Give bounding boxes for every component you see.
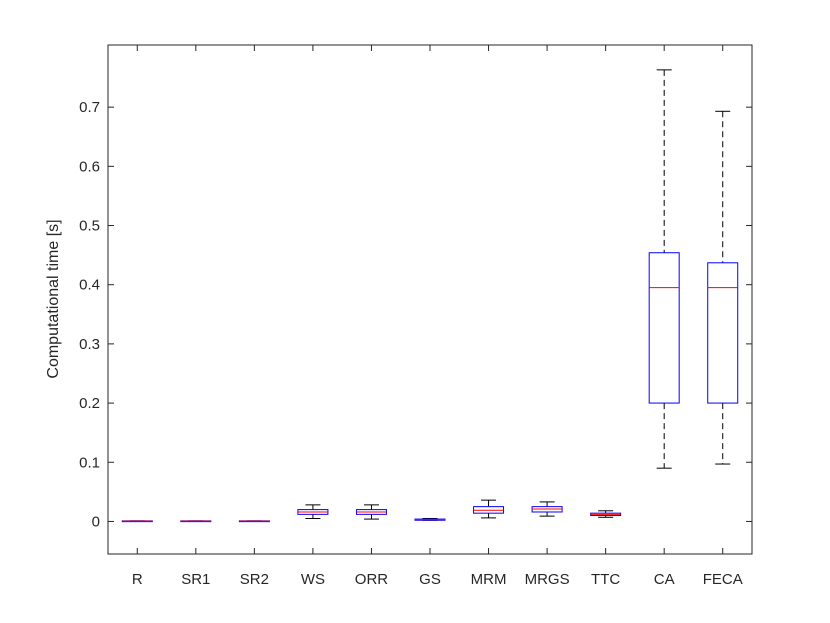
box-feca [707, 110, 739, 465]
y-tick-label: 0.7 [79, 99, 100, 116]
y-tick-label: 0.2 [79, 395, 100, 412]
iqr-box [648, 252, 680, 404]
box-orr [355, 504, 387, 520]
box-mrgs [531, 501, 563, 517]
x-tick-label: TTC [591, 571, 620, 588]
x-tick-label: SR1 [181, 571, 210, 588]
y-axis-label: Computational time [s] [45, 219, 62, 378]
box-gs [414, 517, 446, 521]
x-tick-label: MRM [471, 571, 507, 588]
y-tick-label: 0.5 [79, 218, 100, 235]
y-tick-label: 0 [92, 513, 100, 530]
x-tick-label: SR2 [240, 571, 269, 588]
x-tick-label: FECA [703, 571, 743, 588]
box-r [121, 520, 153, 523]
box-ca [648, 69, 680, 469]
y-tick-label: 0.4 [79, 277, 100, 294]
x-tick-label: R [132, 571, 143, 588]
axes-layer: 0 0.1 0.2 0.3 0.4 0.5 0.6 0.7 R SR1 SR2 WS ORR GS MRM M… [79, 44, 753, 588]
y-tick-label: 0.6 [79, 158, 100, 175]
iqr-box [707, 262, 739, 404]
box-ttc [590, 510, 622, 518]
y-tick-label: 0.1 [79, 454, 100, 471]
y-tick-label: 0.3 [79, 336, 100, 353]
box-ws [297, 504, 329, 519]
x-tick-label: ORR [355, 571, 389, 588]
x-tick-label: CA [654, 571, 675, 588]
boxes-layer [121, 69, 739, 523]
x-tick-label: WS [301, 571, 325, 588]
plot-area [108, 45, 752, 554]
box-mrm [473, 499, 505, 519]
x-tick-label: GS [419, 571, 441, 588]
x-tick-label: MRGS [525, 571, 570, 588]
box-sr2 [238, 520, 270, 523]
box-sr1 [180, 520, 212, 523]
